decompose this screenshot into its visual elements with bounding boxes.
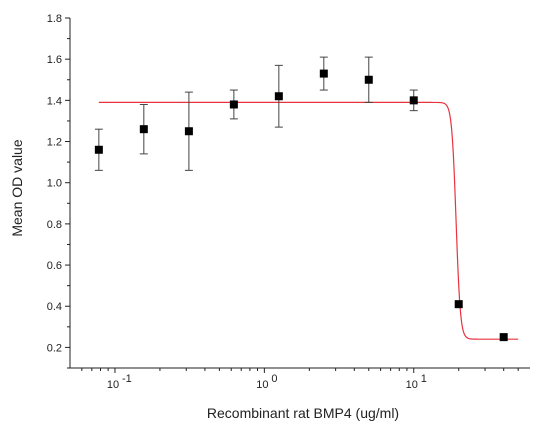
fit-curve-layer <box>98 101 519 340</box>
y-tick-label: 0.6 <box>47 260 62 272</box>
data-point <box>94 145 103 154</box>
fit-curve <box>98 101 519 340</box>
data-point <box>499 333 508 342</box>
error-bars <box>94 56 418 171</box>
data-point <box>409 96 418 105</box>
y-tick-label: 1.6 <box>47 54 62 66</box>
axes <box>69 18 530 369</box>
x-tick-label: 10 <box>256 379 268 391</box>
y-tick-label: 1.2 <box>47 137 62 149</box>
y-tick-label: 1.8 <box>47 13 62 25</box>
x-tick-exponent: 1 <box>421 373 427 385</box>
x-tick-exponent: -1 <box>122 373 132 385</box>
y-tick-label: 0.8 <box>47 219 62 231</box>
data-point <box>139 125 148 134</box>
data-point <box>454 300 463 309</box>
data-point <box>364 75 373 84</box>
tick-marks <box>65 17 519 373</box>
y-axis-title: Mean OD value <box>9 139 25 236</box>
y-tick-label: 0.4 <box>47 301 62 313</box>
x-tick-label: 10 <box>406 379 418 391</box>
data-point <box>229 100 238 109</box>
y-tick-label: 0.2 <box>47 342 62 354</box>
x-axis-title: Recombinant rat BMP4 (ug/ml) <box>207 405 399 421</box>
data-point <box>184 127 193 136</box>
data-point <box>319 69 328 78</box>
x-tick-label: 10 <box>107 379 119 391</box>
data-point <box>274 92 283 101</box>
data-points <box>94 69 508 342</box>
x-tick-exponent: 0 <box>271 373 277 385</box>
y-tick-label: 1.0 <box>47 178 62 190</box>
y-tick-label: 1.4 <box>47 95 62 107</box>
tick-labels: 0.20.40.60.81.01.21.41.61.810 -1 10 0 10 1 <box>47 13 427 391</box>
